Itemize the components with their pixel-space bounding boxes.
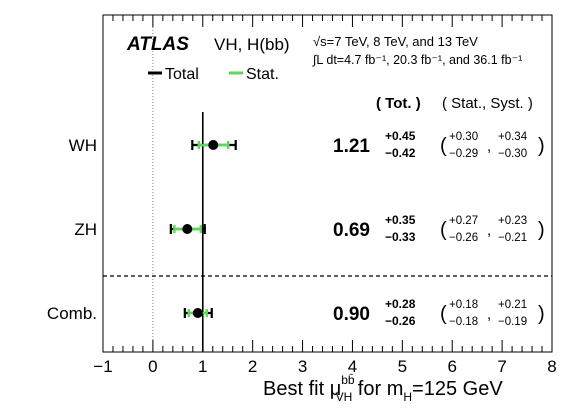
- bracket-comma: ,: [487, 306, 491, 323]
- bracket-close: ): [538, 219, 545, 241]
- legend-total-label: Total: [165, 66, 199, 83]
- x-tick-label: 4: [348, 357, 357, 376]
- stat-up-label: +0.18: [449, 299, 478, 311]
- x-axis-title-sub2: H: [403, 390, 412, 404]
- bracket-open: (: [440, 219, 447, 241]
- bracket-open: (: [440, 135, 447, 157]
- syst-up-label: +0.23: [498, 215, 527, 227]
- bracket-close: ): [538, 303, 545, 325]
- legend-stat-label: Stat.: [246, 66, 279, 83]
- bracket-open: (: [440, 303, 447, 325]
- x-tick-label: 6: [447, 357, 456, 376]
- syst-down-label: −0.19: [498, 316, 527, 328]
- row-zh: ZH 0.69 +0.35 −0.33 (+0.27 −0.26 , +0.23 −0.21): [74, 213, 544, 244]
- total-down-label: −0.33: [385, 230, 416, 244]
- syst-up-label: +0.21: [498, 299, 527, 311]
- x-tick-label: 8: [547, 357, 556, 376]
- x-tick-label: 7: [497, 357, 506, 376]
- x-axis-title-sub: VH: [336, 390, 353, 404]
- row-comb: Comb. 0.90 +0.28 −0.26 (+0.18 −0.18 , +0.21 −0.1…: [47, 297, 545, 328]
- bracket-comma: ,: [487, 222, 491, 239]
- x-axis-title-main: Best fit μ: [263, 378, 341, 400]
- x-axis-title-sup: bb̄: [341, 373, 355, 387]
- lumi-line: ∫L dt=4.7 fb⁻¹, 20.3 fb⁻¹, and 36.1 fb⁻¹: [312, 53, 522, 67]
- value-label: 0.90: [333, 304, 370, 325]
- header-tot: ( Tot. ): [376, 95, 421, 112]
- x-tick-label: −1: [93, 357, 112, 376]
- stat-down-label: −0.26: [449, 232, 478, 244]
- x-axis-ticks: [102, 15, 553, 352]
- syst-down-label: −0.21: [498, 232, 527, 244]
- syst-down-label: −0.30: [498, 148, 527, 160]
- x-tick-label: 3: [298, 357, 307, 376]
- data-rows: WH 1.21 +0.45−0.42(+0.30−0.29 ,+0.34−0.30)Z…: [47, 129, 545, 328]
- bracket-comma: ,: [487, 138, 491, 155]
- total-up-label: +0.28: [385, 297, 416, 311]
- total-down-label: −0.42: [385, 146, 416, 160]
- chart-title: VH, H(bb): [214, 35, 290, 54]
- experiment-label: ATLAS: [126, 34, 189, 55]
- best-fit-point: [192, 308, 203, 318]
- total-up-label: +0.45: [385, 129, 416, 143]
- total-down-label: −0.26: [385, 314, 416, 328]
- energy-line: √s=7 TeV, 8 TeV, and 13 TeV: [313, 34, 478, 49]
- best-fit-point: [182, 224, 193, 234]
- x-tick-label: 1: [198, 357, 207, 376]
- bracket-close: ): [538, 135, 545, 157]
- row-wh: WH 1.21 +0.45 −0.42 (+0.30 −0.29 , +0.34 −0.30): [69, 129, 545, 160]
- x-axis-title-tail2: =125 GeV: [412, 378, 503, 400]
- category-label: WH: [69, 136, 97, 155]
- x-axis-title-tail1: for m: [352, 378, 403, 400]
- x-tick-label: 0: [148, 357, 157, 376]
- plot-frame: [102, 14, 553, 353]
- stat-up-label: +0.30: [449, 131, 478, 143]
- stat-down-label: −0.18: [449, 316, 478, 328]
- stat-down-label: −0.29: [449, 148, 478, 160]
- best-fit-point: [208, 140, 219, 150]
- syst-up-label: +0.34: [498, 131, 528, 143]
- value-label: 0.69: [333, 220, 370, 241]
- x-tick-label: 2: [248, 357, 257, 376]
- x-axis-title: Best fit μbb̄ VH for mH=125 GeV: [263, 373, 503, 404]
- category-label: ZH: [74, 220, 97, 239]
- x-axis-tick-labels: −1 0 1 2 3 4 5 6 7 8: [93, 357, 556, 376]
- category-label: Comb.: [47, 304, 97, 323]
- total-up-label: +0.35: [385, 213, 416, 227]
- value-label: 1.21: [333, 136, 370, 157]
- x-tick-label: 5: [398, 357, 407, 376]
- stat-up-label: +0.27: [449, 215, 478, 227]
- header-stat-syst: ( Stat., Syst. ): [442, 95, 533, 112]
